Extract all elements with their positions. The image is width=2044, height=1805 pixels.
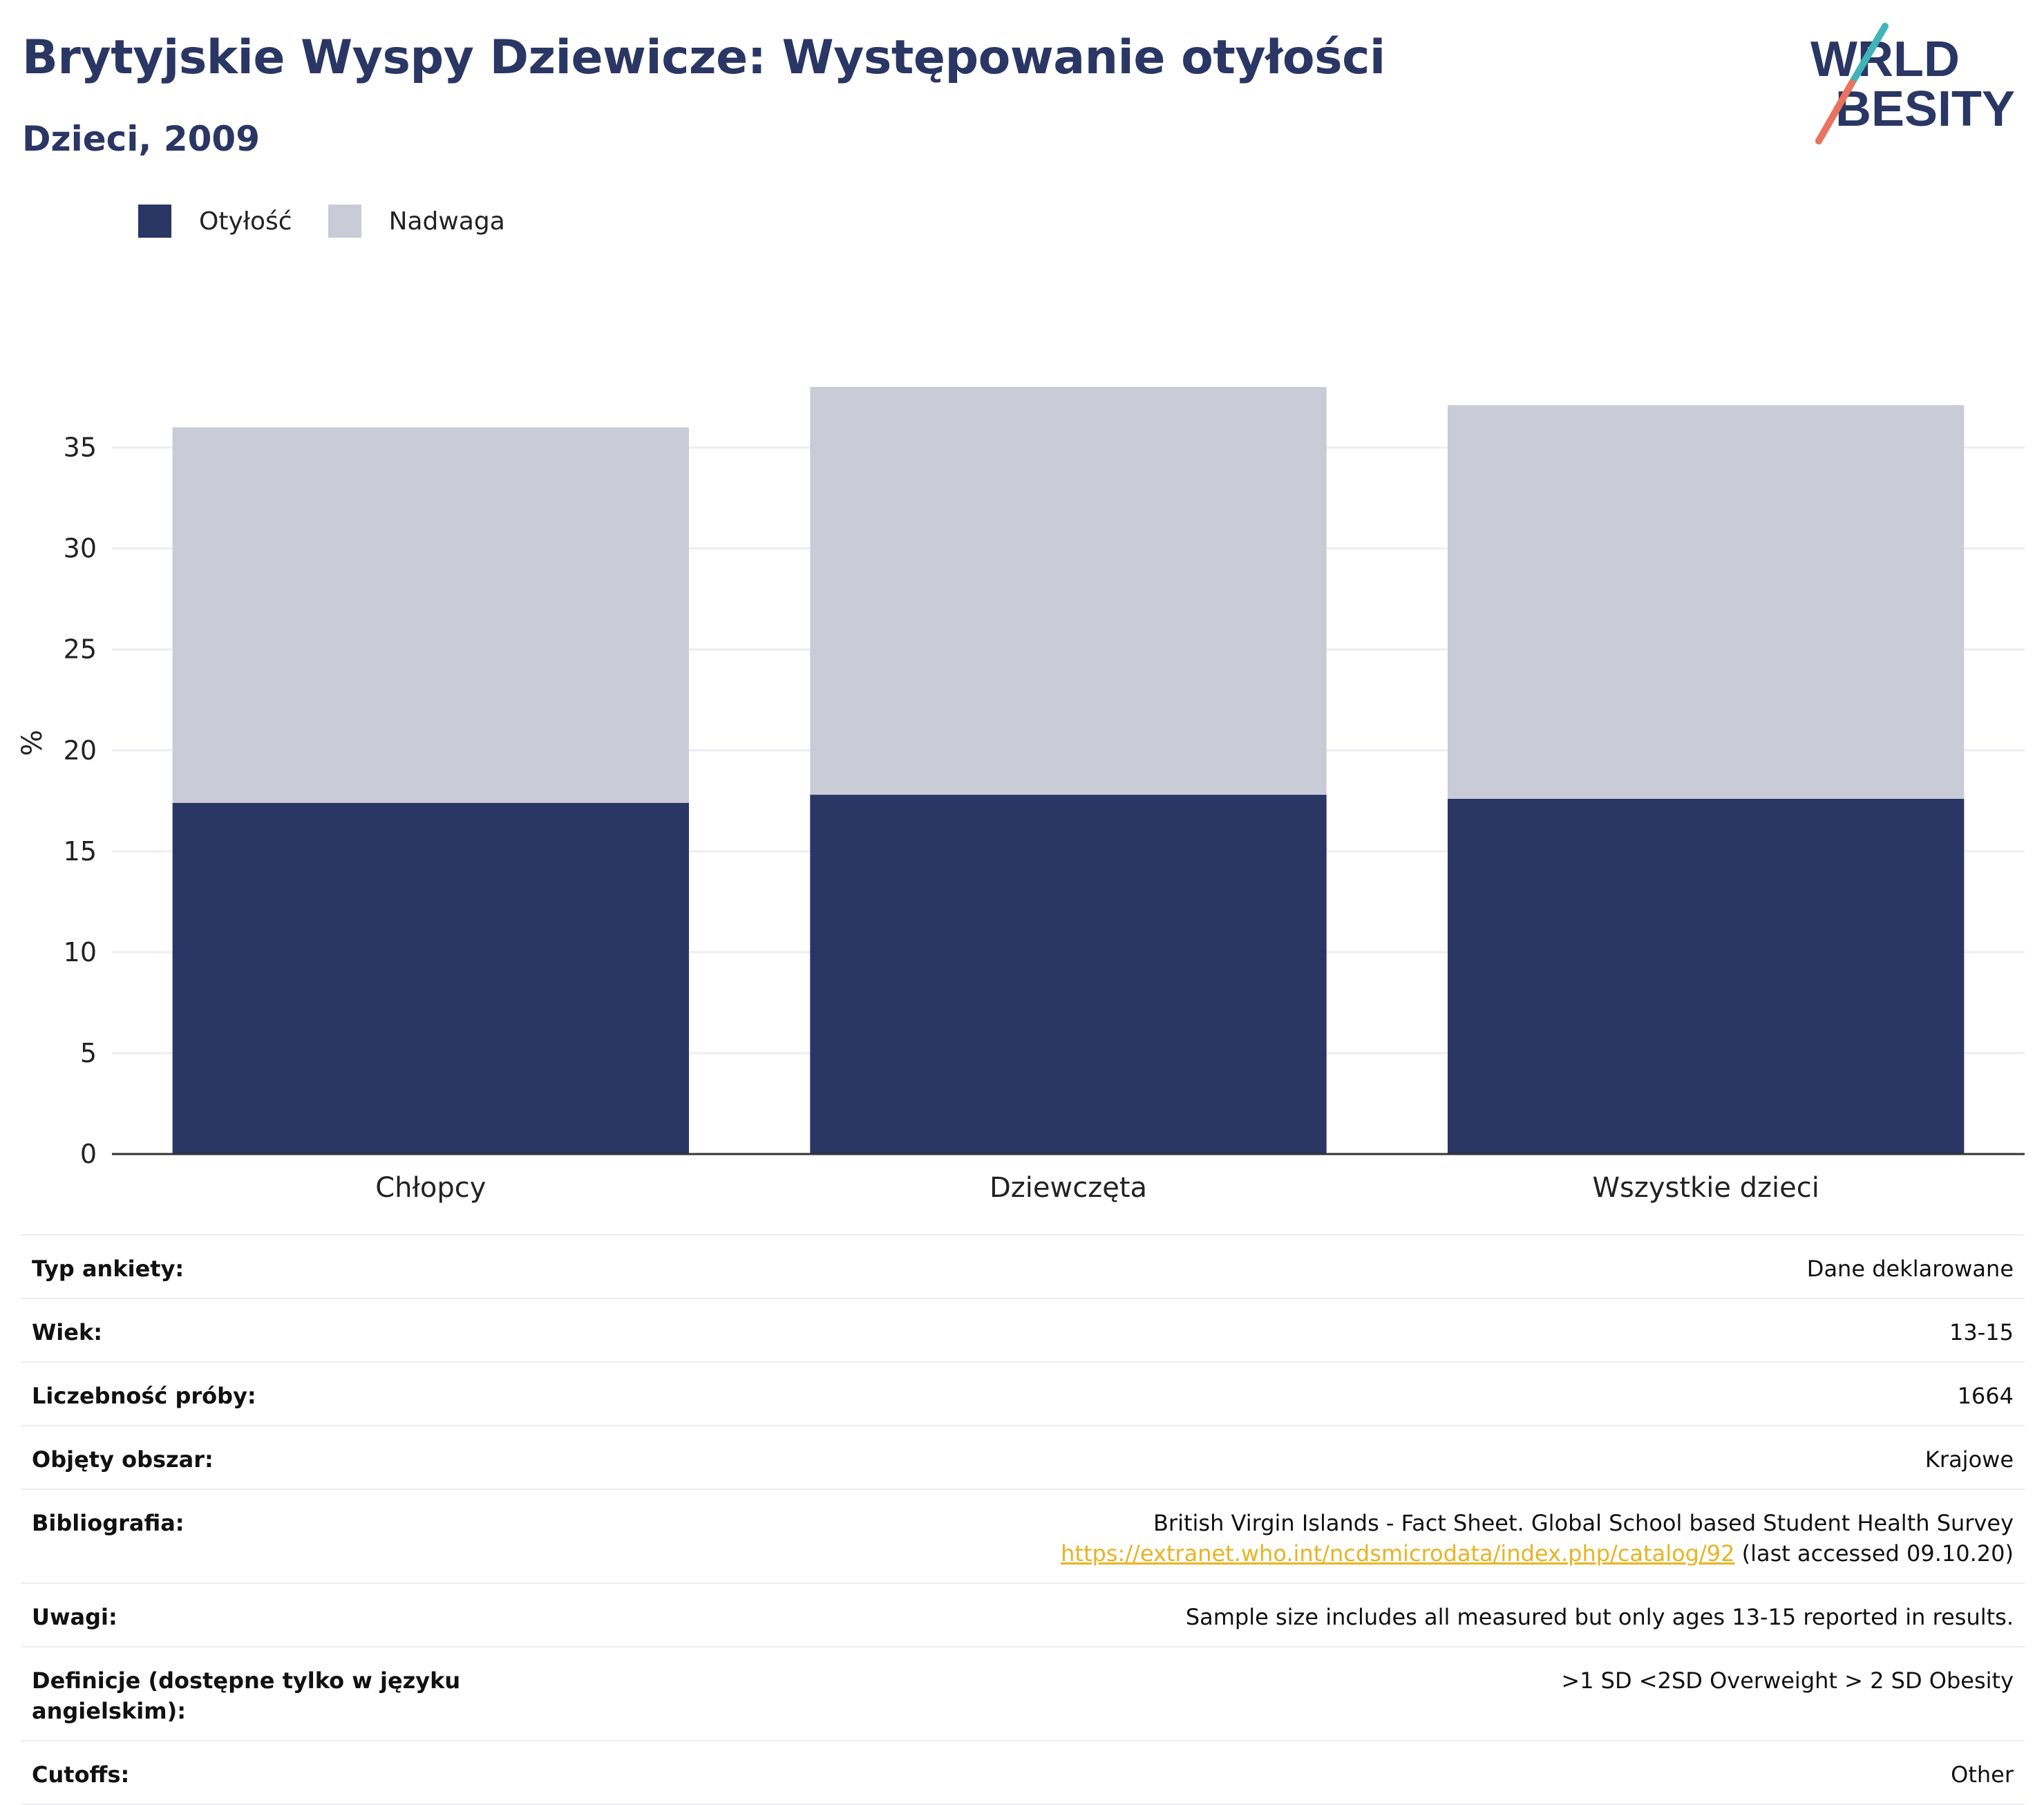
details-label: Liczebność próby: — [21, 1361, 485, 1426]
page-title: Brytyjskie Wyspy Dziewicze: Występowanie… — [22, 30, 1385, 85]
details-value: Other — [485, 1740, 2025, 1805]
legend-swatch-obesity — [138, 205, 171, 238]
y-axis-label: % — [17, 730, 48, 756]
details-value: >1 SD <2SD Overweight > 2 SD Obesity — [485, 1646, 2025, 1741]
y-tick-label: 30 — [64, 533, 97, 564]
bar-obesity-2 — [1447, 798, 1965, 1154]
details-value-text: Other — [1951, 1761, 2014, 1788]
stacked-bar-chart: 0 5 10 15 20 25 30 35% Chłopcy Dziewczęta Wszystki… — [17, 387, 2025, 1204]
details-value: British Virgin Islands - Fact Sheet. Glo… — [485, 1489, 2025, 1584]
details-label: Cutoffs: — [21, 1740, 485, 1805]
legend-swatch-overweight — [328, 205, 361, 238]
y-tick-label: 10 — [64, 937, 97, 967]
details-value-text: Krajowe — [1924, 1446, 2014, 1473]
details-row: Objęty obszar: Krajowe — [21, 1425, 2025, 1490]
details-value-text: 1664 — [1957, 1383, 2014, 1409]
page-subtitle: Dzieci, 2009 — [22, 119, 260, 159]
details-value: Dane deklarowane — [485, 1234, 2025, 1299]
y-tick-label: 5 — [80, 1038, 97, 1068]
reference-accessed-note: (last accessed 09.10.20) — [1734, 1540, 2014, 1567]
details-label: Bibliografia: — [21, 1489, 485, 1584]
bar-obesity-1 — [810, 795, 1327, 1154]
details-value-text: Dane deklarowane — [1806, 1256, 2014, 1282]
details-row: Liczebność próby: 1664 — [21, 1361, 2025, 1426]
details-value-text: British Virgin Islands - Fact Sheet. Glo… — [1153, 1510, 2014, 1536]
details-label: Typ ankiety: — [21, 1234, 485, 1299]
legend-item-obesity[interactable]: Otyłość — [138, 205, 292, 238]
details-row: Bibliografia: British Virgin Islands - Fa… — [21, 1489, 2025, 1584]
details-row: Uwagi: Sample size includes all measured … — [21, 1582, 2025, 1647]
details-row: Wiek: 13-15 — [21, 1298, 2025, 1363]
bar-overweight-0 — [172, 427, 690, 803]
y-tick-label: 35 — [64, 433, 97, 463]
svg-text:W: W — [1810, 32, 1857, 87]
x-tick-label: Chłopcy — [375, 1172, 486, 1204]
survey-details-table: Typ ankiety: Dane deklarowane Wiek: 13-15 Li… — [21, 1234, 2025, 1805]
reference-link[interactable]: https://extranet.who.int/ncdsmicrodata/i… — [1061, 1540, 1735, 1567]
details-row: Definicje (dostępne tylko w języku angie… — [21, 1646, 2025, 1741]
chart-legend: Otyłość Nadwaga — [138, 205, 541, 238]
bar-obesity-0 — [172, 802, 690, 1154]
details-row: Cutoffs: Other — [21, 1740, 2025, 1805]
details-value-text: 13-15 — [1949, 1319, 2014, 1345]
details-value-text: >1 SD <2SD Overweight > 2 SD Obesity — [1561, 1667, 2014, 1694]
y-tick-label: 0 — [80, 1139, 97, 1169]
legend-item-overweight[interactable]: Nadwaga — [328, 205, 505, 238]
y-tick-label: 15 — [64, 836, 97, 867]
details-value: 1664 — [485, 1361, 2025, 1426]
details-value: 13-15 — [485, 1298, 2025, 1363]
y-tick-label: 20 — [64, 735, 97, 766]
legend-label-obesity: Otyłość — [199, 207, 292, 236]
x-tick-label: Dziewczęta — [990, 1172, 1147, 1204]
world-obesity-logo: W RLD BESITY — [1810, 23, 2015, 144]
bar-overweight-1 — [810, 387, 1327, 795]
x-tick-label: Wszystkie dzieci — [1592, 1172, 1819, 1204]
details-label: Uwagi: — [21, 1582, 485, 1647]
details-label: Definicje (dostępne tylko w języku angie… — [21, 1646, 485, 1741]
details-label: Objęty obszar: — [21, 1425, 485, 1490]
details-value: Krajowe — [485, 1425, 2025, 1490]
details-row: Typ ankiety: Dane deklarowane — [21, 1234, 2025, 1299]
legend-label-overweight: Nadwaga — [388, 207, 505, 236]
details-label: Wiek: — [21, 1298, 485, 1363]
bar-overweight-2 — [1447, 405, 1965, 799]
details-value: Sample size includes all measured but on… — [485, 1582, 2025, 1647]
details-value-text: Sample size includes all measured but on… — [1185, 1604, 2014, 1630]
svg-text:BESITY: BESITY — [1835, 82, 2015, 137]
y-tick-label: 25 — [64, 634, 97, 665]
